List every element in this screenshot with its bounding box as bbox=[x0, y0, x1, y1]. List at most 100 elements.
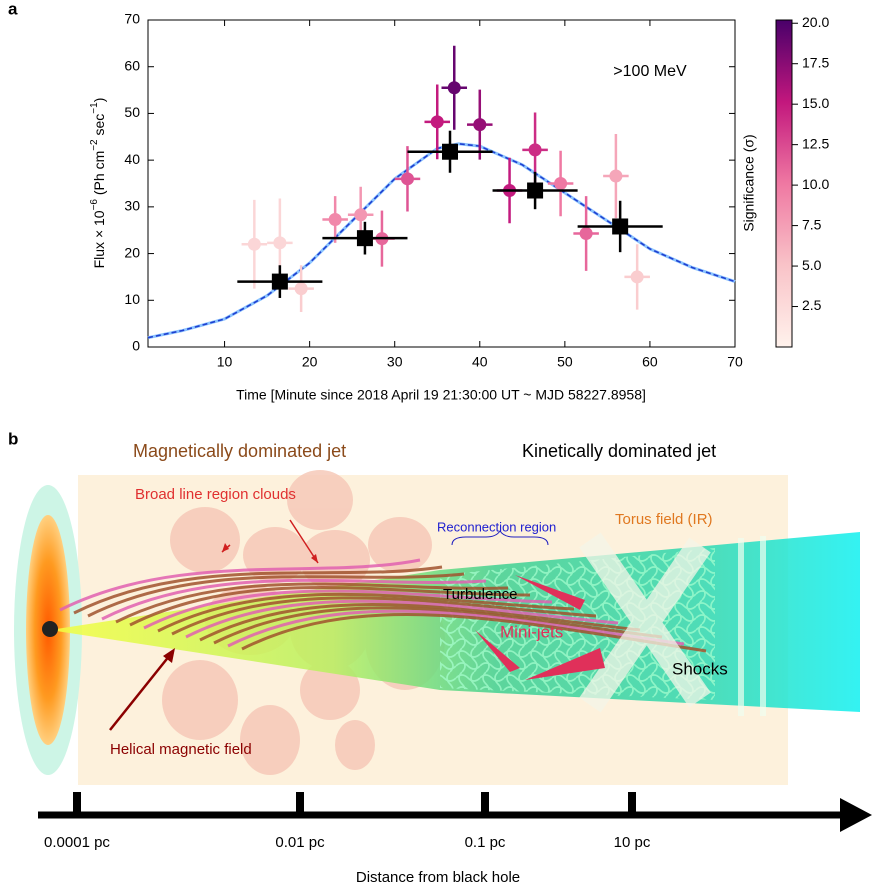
bin-square bbox=[527, 182, 544, 199]
x-axis-label: Time [Minute since 2018 April 19 21:30:0… bbox=[236, 387, 646, 403]
distance-tick-label: 0.1 pc bbox=[465, 834, 506, 851]
colorbar-tick-label: 12.5 bbox=[802, 135, 829, 151]
helical-field bbox=[59, 558, 707, 653]
colorbar-tick-label: 5.0 bbox=[802, 257, 822, 273]
fit-curve bbox=[147, 142, 736, 339]
reconnection-brace bbox=[451, 530, 549, 546]
colorbar-tick-label: 7.5 bbox=[802, 216, 822, 232]
minijets bbox=[475, 575, 605, 680]
helical-strand bbox=[101, 578, 487, 621]
helical-strand bbox=[227, 609, 685, 648]
y-tick-label: 50 bbox=[124, 104, 140, 120]
point bbox=[400, 172, 414, 186]
y-label-part: Flux × 10 bbox=[91, 210, 107, 268]
bin-square bbox=[612, 218, 629, 235]
x-tick-label: 30 bbox=[387, 354, 403, 370]
bin-square bbox=[356, 230, 373, 247]
minijets-label: Mini-jets bbox=[500, 622, 563, 641]
point bbox=[609, 169, 623, 183]
shock-fronts bbox=[738, 536, 766, 716]
point bbox=[554, 177, 568, 190]
helical-strand bbox=[213, 606, 663, 645]
helical-strand bbox=[199, 603, 641, 642]
fit-curve-under bbox=[147, 142, 736, 340]
y-axis-label: Flux × 10−6 (Ph cm−2 sec−1) bbox=[89, 98, 107, 269]
distance-tick bbox=[481, 792, 489, 815]
y-label-part: sec bbox=[91, 114, 107, 140]
helical-strand bbox=[171, 596, 597, 636]
x-tick-label: 10 bbox=[217, 354, 233, 370]
bin-square bbox=[442, 143, 459, 160]
distance-tick bbox=[628, 792, 636, 815]
kinetic-jet-label: Kinetically dominated jet bbox=[522, 441, 716, 461]
point bbox=[430, 115, 444, 129]
helical-strand bbox=[185, 599, 619, 639]
point bbox=[328, 212, 342, 226]
x-tick-label: 60 bbox=[642, 354, 658, 370]
y-tick-label: 40 bbox=[124, 151, 140, 167]
point bbox=[473, 118, 487, 132]
helical-strand bbox=[157, 592, 575, 633]
colorbar bbox=[775, 19, 793, 348]
colorbar-label: Significance (σ) bbox=[741, 134, 757, 231]
bin-square bbox=[271, 273, 288, 290]
y-label-part: −6 bbox=[89, 199, 100, 211]
y-tick-label: 60 bbox=[124, 57, 140, 73]
distance-axis-title: Distance from black hole bbox=[356, 869, 520, 886]
helical-arrow bbox=[109, 654, 171, 731]
helical-strand bbox=[129, 586, 531, 627]
helical-strand bbox=[59, 558, 421, 612]
y-label-part: −1 bbox=[89, 102, 100, 114]
helical-strand bbox=[143, 589, 553, 630]
point bbox=[294, 282, 308, 296]
point bbox=[273, 236, 287, 250]
annotation: >100 MeV bbox=[613, 63, 687, 80]
point bbox=[247, 237, 261, 251]
helical-label: Helical magnetic field bbox=[110, 741, 252, 758]
distance-tick-label: 10 pc bbox=[614, 834, 651, 851]
blr-label: Broad line region clouds bbox=[135, 486, 296, 503]
point bbox=[447, 81, 461, 95]
helical-strand bbox=[115, 582, 509, 624]
distance-tick-label: 0.0001 pc bbox=[44, 834, 110, 851]
shocks-label: Shocks bbox=[672, 659, 728, 678]
distance-tick bbox=[296, 792, 304, 815]
colorbar-tick-label: 2.5 bbox=[802, 297, 822, 313]
point bbox=[354, 208, 368, 222]
helical-strand bbox=[73, 565, 443, 615]
plot-frame bbox=[147, 19, 736, 348]
axis-arrowhead bbox=[840, 798, 872, 832]
helical-arrowhead bbox=[163, 648, 175, 663]
distance-tick-label: 0.01 pc bbox=[275, 834, 325, 851]
y-label-part: ) bbox=[91, 98, 107, 103]
x-tick-label: 50 bbox=[557, 354, 573, 370]
distance-tick bbox=[73, 792, 81, 815]
x-tick-label: 70 bbox=[727, 354, 743, 370]
y-tick-label: 70 bbox=[124, 11, 140, 27]
y-tick-label: 30 bbox=[124, 198, 140, 214]
panel-label: a bbox=[8, 0, 18, 18]
y-tick-label: 0 bbox=[132, 338, 140, 354]
reconnection-label: Reconnection region bbox=[437, 519, 556, 534]
turbulence-label: Turbulence bbox=[443, 586, 518, 603]
panel-label: b bbox=[8, 429, 18, 448]
black-hole bbox=[42, 621, 58, 637]
y-tick-label: 20 bbox=[124, 244, 140, 260]
colorbar-tick-label: 10.0 bbox=[802, 176, 829, 192]
colorbar-tick-label: 15.0 bbox=[802, 95, 829, 111]
y-label-part: (Ph cm bbox=[91, 151, 107, 199]
colorbar-tick-label: 17.5 bbox=[802, 54, 829, 70]
colorbar-tick-label: 20.0 bbox=[802, 14, 829, 30]
helical-strand bbox=[87, 572, 465, 618]
y-tick-label: 10 bbox=[124, 291, 140, 307]
point bbox=[528, 143, 542, 157]
shocks-x bbox=[579, 532, 711, 713]
x-tick-label: 40 bbox=[472, 354, 488, 370]
magnetic-jet-label: Magnetically dominated jet bbox=[133, 441, 346, 461]
x-tick-label: 20 bbox=[302, 354, 318, 370]
y-label-part: −2 bbox=[89, 139, 100, 151]
point bbox=[579, 226, 593, 240]
torus-label: Torus field (IR) bbox=[615, 511, 713, 528]
point bbox=[630, 270, 644, 284]
